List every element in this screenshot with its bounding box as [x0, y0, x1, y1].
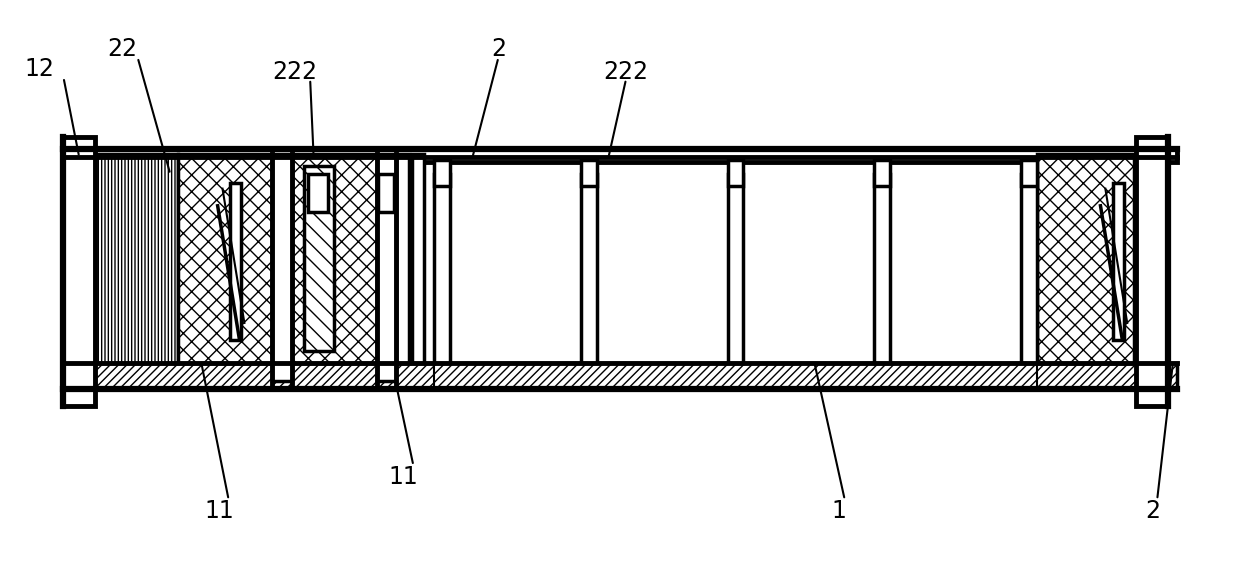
Bar: [1112, 183, 1123, 340]
Text: 1: 1: [831, 500, 846, 524]
Text: 2: 2: [1145, 500, 1159, 524]
Bar: [304, 166, 335, 352]
Bar: [63, 137, 95, 406]
Bar: [1021, 174, 1037, 363]
Text: 11: 11: [205, 500, 234, 524]
Bar: [434, 160, 450, 186]
Bar: [378, 174, 394, 212]
Bar: [63, 363, 1177, 389]
Bar: [434, 174, 450, 363]
Bar: [177, 154, 273, 363]
Bar: [273, 154, 291, 381]
Bar: [874, 160, 890, 186]
Bar: [291, 154, 377, 363]
Text: 222: 222: [272, 59, 317, 83]
Bar: [1136, 137, 1168, 406]
Text: 22: 22: [107, 37, 136, 61]
Bar: [434, 363, 1037, 389]
Bar: [1037, 154, 1135, 363]
Bar: [397, 154, 408, 363]
Bar: [874, 174, 890, 363]
Bar: [580, 174, 596, 363]
Bar: [728, 174, 743, 363]
Bar: [95, 154, 177, 363]
Bar: [229, 183, 241, 340]
Bar: [1021, 160, 1037, 186]
Bar: [580, 160, 596, 186]
Text: 2: 2: [491, 37, 506, 61]
Bar: [63, 149, 1177, 162]
Text: 222: 222: [604, 59, 649, 83]
Bar: [308, 174, 329, 212]
Text: 11: 11: [389, 465, 419, 489]
Text: 12: 12: [25, 57, 55, 80]
Bar: [728, 160, 743, 186]
Bar: [412, 154, 424, 363]
Bar: [377, 154, 397, 381]
